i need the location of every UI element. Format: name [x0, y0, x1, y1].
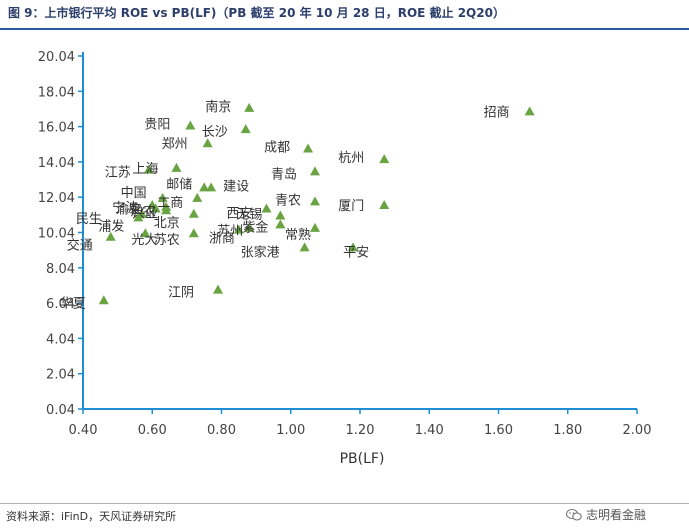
x-tick-label: 1.00: [276, 423, 305, 438]
footer-rule: [0, 503, 689, 504]
data-point-label: 沪农: [130, 204, 156, 220]
data-point-label: 浦发: [98, 218, 124, 234]
data-point-marker: [188, 228, 199, 238]
y-tick-label: 8.04: [46, 262, 75, 277]
data-point-label: 交通: [67, 238, 93, 254]
data-point-marker: [202, 138, 213, 148]
data-point-label: 浙商: [209, 232, 235, 247]
data-point-label: 厦门: [338, 199, 364, 214]
data-point-marker: [185, 120, 196, 130]
data-point-marker: [157, 192, 168, 202]
data-point-label: 宁波: [112, 200, 138, 216]
data-point-label: 南京: [205, 99, 231, 115]
data-point-label: 民生: [76, 212, 102, 227]
data-point-label: 工商: [157, 196, 183, 211]
data-point-marker: [213, 284, 224, 294]
data-point-label: 华夏: [60, 296, 86, 311]
data-point-marker: [379, 199, 390, 209]
data-point-marker: [299, 242, 310, 252]
brand-name: 志明看金融: [586, 508, 647, 522]
data-point-marker: [143, 164, 154, 174]
data-point-marker: [261, 203, 272, 213]
y-tick-label: 20.04: [38, 50, 75, 65]
x-tick-label: 0.60: [138, 423, 167, 438]
data-point-label: 张家港: [241, 244, 280, 260]
figure-title: 图 9：上市银行平均 ROE vs PB(LF)（PB 截至 20 年 10 月…: [8, 6, 505, 20]
y-tick-label: 18.04: [38, 85, 75, 100]
data-point-marker: [199, 182, 210, 192]
data-point-label: 渝农: [116, 201, 142, 217]
data-point-label: 常熟: [285, 227, 311, 243]
data-point-label: 招商: [484, 105, 510, 120]
data-point-marker: [244, 102, 255, 112]
y-tick-label: 0.04: [46, 403, 75, 418]
data-point-label: 北京: [154, 216, 180, 231]
data-point-label: 江阴: [168, 286, 194, 301]
data-point-label: 青农: [275, 193, 301, 208]
x-axis-title: PB(LF): [340, 451, 385, 467]
data-point-marker: [98, 295, 109, 305]
data-point-marker: [140, 228, 151, 238]
data-point-marker: [192, 192, 203, 202]
title-rule: [0, 28, 689, 30]
data-point-marker: [105, 231, 116, 241]
y-tick-label: 6.04: [46, 297, 75, 312]
data-point-marker: [240, 124, 251, 134]
data-point-marker: [206, 182, 217, 192]
data-point-marker: [348, 242, 359, 252]
data-point-marker: [233, 224, 244, 234]
data-point-marker: [309, 166, 320, 176]
data-point-label: 西安: [227, 206, 253, 221]
data-point-label: 成都: [264, 140, 290, 155]
data-point-marker: [188, 208, 199, 218]
data-point-marker: [133, 212, 144, 222]
y-tick-label: 10.04: [38, 227, 75, 242]
data-point-label: 江苏: [105, 165, 131, 181]
data-point-label: 紫金: [242, 219, 268, 235]
x-tick-label: 0.80: [207, 423, 236, 438]
data-point-marker: [171, 162, 182, 172]
data-point-marker: [309, 222, 320, 232]
data-point-marker: [524, 106, 535, 116]
data-point-label: 平安: [343, 245, 369, 260]
data-point-marker: [161, 201, 172, 211]
brand: 志明看金融: [566, 506, 646, 523]
source-note: 资料来源：iFinD，天风证券研究所: [6, 510, 177, 523]
data-point-marker: [309, 196, 320, 206]
data-point-marker: [275, 210, 286, 220]
data-point-label: 长沙: [202, 125, 228, 140]
data-point-marker: [303, 143, 314, 153]
data-point-label: 光大: [131, 233, 157, 248]
x-tick-label: 2.00: [623, 423, 652, 438]
x-tick-label: 1.20: [346, 423, 375, 438]
data-point-label: 兴业: [132, 206, 158, 221]
data-point-label: 苏农: [154, 232, 180, 248]
y-tick-label: 4.04: [46, 332, 75, 347]
data-point-marker: [275, 219, 286, 229]
y-tick-label: 14.04: [38, 156, 75, 171]
y-tick-label: 16.04: [38, 121, 75, 136]
data-point-label: 苏州: [217, 223, 243, 239]
data-point-label: 郑州: [162, 137, 188, 152]
data-point-label: 中国: [121, 186, 147, 201]
x-tick-label: 1.40: [415, 423, 444, 438]
data-point-label: 建设: [223, 179, 249, 194]
data-point-label: 邮储: [166, 177, 192, 192]
data-point-label: 青岛: [271, 166, 297, 182]
data-point-marker: [379, 154, 390, 164]
y-tick-label: 12.04: [38, 191, 75, 206]
x-tick-label: 1.80: [553, 423, 582, 438]
data-point-label: 上海: [132, 162, 158, 177]
data-point-label: 杭州: [338, 151, 364, 166]
data-point-label: 无锡: [236, 208, 262, 223]
data-point-marker: [244, 222, 255, 232]
x-tick-label: 0.40: [69, 423, 98, 438]
y-tick-label: 2.04: [46, 368, 75, 383]
data-point-label: 贵阳: [144, 118, 170, 133]
data-point-marker: [150, 203, 161, 213]
wechat-icon: [566, 508, 582, 521]
x-tick-label: 1.60: [484, 423, 513, 438]
